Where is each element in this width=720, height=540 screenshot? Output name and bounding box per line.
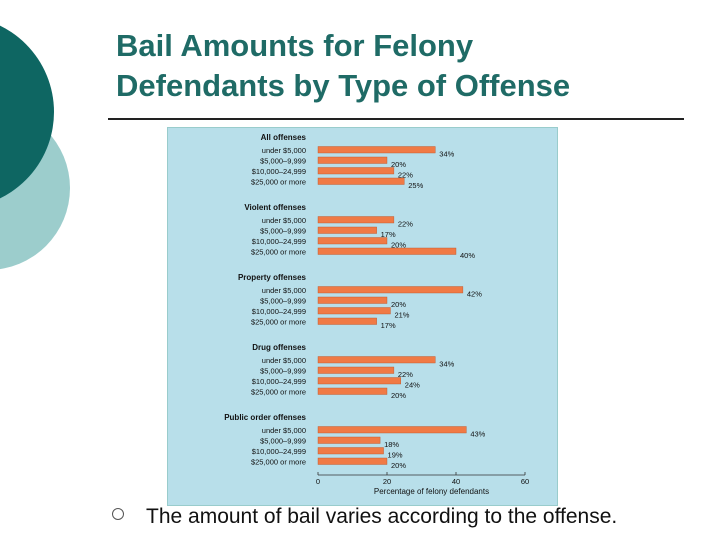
bullet-icon <box>112 508 124 520</box>
bar <box>317 377 402 385</box>
bar <box>317 436 381 444</box>
decorative-circles <box>0 25 70 270</box>
bar <box>317 146 436 154</box>
bar-value-label: 34% <box>439 360 454 369</box>
bar <box>317 167 395 175</box>
bar <box>317 296 388 304</box>
bar <box>317 216 395 224</box>
bar <box>317 177 405 185</box>
category-label: under $5,000 <box>262 426 306 435</box>
x-tick-label: 60 <box>521 477 529 486</box>
category-label: $5,000–9,999 <box>260 367 306 376</box>
group-label: Public order offenses <box>224 413 306 422</box>
bar-value-label: 22% <box>398 220 413 229</box>
category-label: $10,000–24,999 <box>252 447 306 456</box>
category-label: under $5,000 <box>262 286 306 295</box>
bar-value-label: 22% <box>398 370 413 379</box>
bar-value-label: 18% <box>384 440 399 449</box>
bar <box>317 226 377 234</box>
category-label: $25,000 or more <box>251 248 306 257</box>
bar-value-label: 19% <box>388 451 403 460</box>
bar <box>317 426 467 434</box>
category-label: $25,000 or more <box>251 178 306 187</box>
bar-value-label: 25% <box>408 181 423 190</box>
bar-value-label: 17% <box>381 230 396 239</box>
bail-amounts-chart: All offenses under $5,000 34% $5,000–9,999 2… <box>224 133 529 496</box>
group-label: Drug offenses <box>252 343 306 352</box>
x-axis-title: Percentage of felony defendants <box>374 487 489 496</box>
bar-value-label: 34% <box>439 150 454 159</box>
title-line-2: Defendants by Type of Offense <box>116 68 571 103</box>
bar <box>317 307 391 315</box>
category-label: $25,000 or more <box>251 388 306 397</box>
category-label: $10,000–24,999 <box>252 307 306 316</box>
x-tick-label: 20 <box>383 477 391 486</box>
bar <box>317 156 388 164</box>
bar-value-label: 22% <box>398 171 413 180</box>
x-tick-label: 40 <box>452 477 460 486</box>
group-label: All offenses <box>261 133 307 142</box>
bar-value-label: 17% <box>381 321 396 330</box>
bar-value-label: 20% <box>391 461 406 470</box>
category-label: $5,000–9,999 <box>260 297 306 306</box>
bar <box>317 457 388 465</box>
bar-value-label: 40% <box>460 251 475 260</box>
category-label: under $5,000 <box>262 356 306 365</box>
category-label: $5,000–9,999 <box>260 227 306 236</box>
x-tick-label: 0 <box>316 477 320 486</box>
bail-chart-panel: All offenses under $5,000 34% $5,000–9,999 2… <box>167 127 558 506</box>
title-line-1: Bail Amounts for Felony <box>116 28 474 63</box>
bar-value-label: 42% <box>467 290 482 299</box>
bar <box>317 317 377 325</box>
bar <box>317 447 384 455</box>
group-label: Violent offenses <box>244 203 306 212</box>
bar <box>317 356 436 364</box>
bar-value-label: 20% <box>391 391 406 400</box>
bar-value-label: 20% <box>391 300 406 309</box>
slide-title: Bail Amounts for Felony Defendants by Ty… <box>116 26 706 106</box>
bar-value-label: 20% <box>391 241 406 250</box>
category-label: $25,000 or more <box>251 318 306 327</box>
category-label: $5,000–9,999 <box>260 437 306 446</box>
category-label: $10,000–24,999 <box>252 237 306 246</box>
category-label: $10,000–24,999 <box>252 377 306 386</box>
bullet-text: The amount of bail varies according to t… <box>146 505 618 528</box>
category-label: $5,000–9,999 <box>260 157 306 166</box>
bar-value-label: 20% <box>391 160 406 169</box>
category-label: $10,000–24,999 <box>252 167 306 176</box>
bar <box>317 366 395 374</box>
category-label: under $5,000 <box>262 146 306 155</box>
bar-value-label: 24% <box>405 381 420 390</box>
bar-value-label: 43% <box>470 430 485 439</box>
title-divider <box>108 118 684 120</box>
bar <box>317 387 388 395</box>
bar <box>317 247 457 255</box>
category-label: under $5,000 <box>262 216 306 225</box>
bar <box>317 286 464 294</box>
category-label: $25,000 or more <box>251 458 306 467</box>
dark-teal-circle <box>0 25 54 199</box>
bar-value-label: 21% <box>394 311 409 320</box>
bar <box>317 237 388 245</box>
group-label: Property offenses <box>238 273 307 282</box>
